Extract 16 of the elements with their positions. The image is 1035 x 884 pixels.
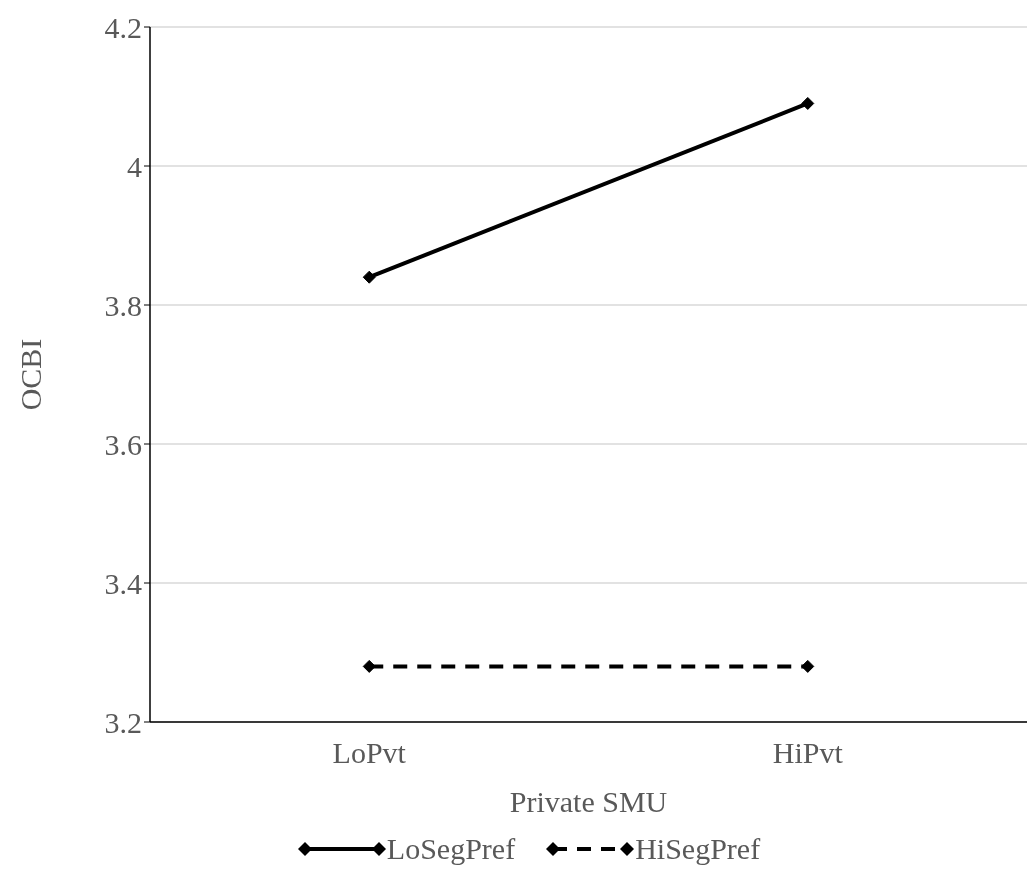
legend-label: LoSegPref bbox=[386, 832, 516, 866]
x-tick-label: LoPvt bbox=[332, 736, 407, 770]
y-tick-label: 3.6 bbox=[104, 427, 142, 461]
y-tick-label: 4 bbox=[127, 149, 142, 183]
y-tick-label: 3.2 bbox=[104, 705, 142, 739]
y-tick-label: 3.8 bbox=[104, 288, 142, 322]
y-tick-label: 3.4 bbox=[104, 566, 142, 600]
legend-label: HiSegPref bbox=[635, 832, 761, 866]
point bbox=[801, 659, 815, 673]
x-axis-title: Private SMU bbox=[509, 785, 668, 818]
point bbox=[362, 270, 376, 284]
point bbox=[362, 659, 376, 673]
x-tick-label: HiPvt bbox=[772, 736, 844, 770]
point bbox=[801, 96, 815, 110]
y-axis-title: OCBI bbox=[13, 338, 47, 411]
y-tick-label: 4.2 bbox=[104, 10, 142, 44]
